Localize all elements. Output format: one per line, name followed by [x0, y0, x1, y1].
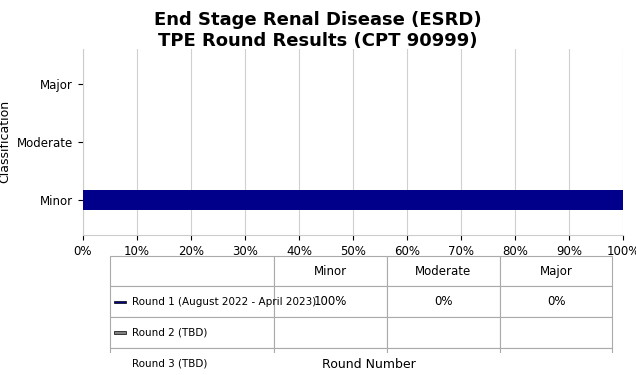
Text: 100%: 100%	[314, 296, 347, 308]
Bar	[500, 317, 612, 348]
Bar	[114, 332, 126, 334]
Bar	[274, 317, 387, 348]
Bar	[110, 256, 274, 286]
Bar	[110, 317, 274, 348]
Bar	[500, 286, 612, 317]
Bar	[114, 301, 126, 303]
Bar	[500, 256, 612, 286]
Bar	[274, 348, 387, 375]
Bar	[387, 317, 500, 348]
Text: 0%: 0%	[547, 296, 565, 308]
Bar	[274, 256, 387, 286]
Text: Moderate: Moderate	[415, 264, 471, 278]
Y-axis label: Classification: Classification	[0, 100, 11, 183]
Bar	[274, 286, 387, 317]
Bar	[110, 348, 274, 375]
Text: Minor: Minor	[314, 264, 347, 278]
Text: Round 2 (TBD): Round 2 (TBD)	[132, 328, 208, 338]
Text: Round Number: Round Number	[322, 358, 416, 371]
Text: Round 1 (August 2022 - April 2023): Round 1 (August 2022 - April 2023)	[132, 297, 317, 307]
Bar	[114, 362, 126, 365]
Text: Major: Major	[539, 264, 572, 278]
Bar	[387, 286, 500, 317]
Text: End Stage Renal Disease (ESRD)
TPE Round Results (CPT 90999): End Stage Renal Disease (ESRD) TPE Round…	[154, 11, 482, 50]
Text: Round 3 (TBD): Round 3 (TBD)	[132, 358, 208, 369]
Text: 0%: 0%	[434, 296, 452, 308]
Bar	[500, 348, 612, 375]
Bar	[83, 190, 623, 210]
Bar	[387, 256, 500, 286]
Bar	[110, 286, 274, 317]
Bar	[387, 348, 500, 375]
